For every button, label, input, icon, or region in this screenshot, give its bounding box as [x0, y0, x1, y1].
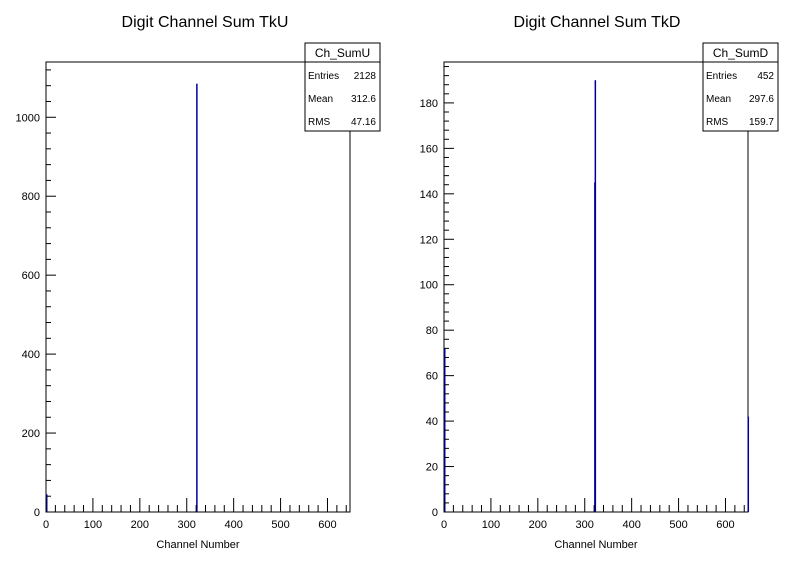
x-tick-label: 400 [622, 519, 640, 531]
stats-row-value: 297.6 [749, 94, 774, 105]
x-tick-label: 100 [84, 519, 102, 531]
y-tick-label: 120 [420, 234, 438, 246]
stats-row-value: 159.7 [749, 117, 774, 128]
x-axis-title: Channel Number [554, 539, 637, 551]
stats-row-value: 452 [757, 71, 774, 82]
y-tick-label: 160 [420, 143, 438, 155]
stats-row-label: RMS [706, 117, 729, 128]
plot-frame [45, 61, 351, 513]
stats-row-label: Mean [308, 94, 333, 105]
y-tick-label: 200 [22, 428, 40, 440]
y-tick-label: 0 [432, 507, 438, 519]
stats-row-value: 2128 [354, 71, 377, 82]
stats-row-label: Entries [308, 71, 339, 82]
x-tick-label: 300 [576, 519, 594, 531]
y-tick-label: 600 [22, 270, 40, 282]
histogram-bin-3 [594, 80, 597, 512]
x-tick-label: 500 [271, 519, 289, 531]
chart-title: Digit Channel Sum TkD [514, 14, 681, 31]
x-tick-label: 200 [529, 519, 547, 531]
y-tick-label: 1000 [16, 112, 40, 124]
histogram-bin-2 [196, 83, 198, 513]
x-axis-title: Channel Number [156, 539, 239, 551]
chart-title: Digit Channel Sum TkU [122, 14, 289, 31]
y-tick-label: 100 [420, 280, 438, 292]
x-tick-label: 600 [318, 519, 336, 531]
y-tick-label: 800 [22, 191, 40, 203]
stats-box [304, 42, 381, 132]
y-tick-label: 180 [420, 98, 438, 110]
x-tick-label: 300 [178, 519, 196, 531]
histogram-bin-1 [46, 494, 48, 512]
y-tick-label: 60 [426, 371, 438, 383]
x-tick-label: 600 [716, 519, 734, 531]
y-tick-label: 80 [426, 325, 438, 337]
histogram-pad-1: Digit Channel Sum TkU 0 100 200 300 400 500 600… [16, 14, 381, 551]
x-tick-label: 500 [669, 519, 687, 531]
stats-row-label: Entries [706, 71, 737, 82]
y-tick-label: 140 [420, 189, 438, 201]
y-tick-label: 400 [22, 349, 40, 361]
y-tick-label: 20 [426, 462, 438, 474]
stats-box [702, 42, 779, 132]
stats-row-value: 312.6 [351, 94, 376, 105]
x-tick-label: 400 [224, 519, 242, 531]
x-tick-label: 0 [441, 519, 447, 531]
x-tick-label: 0 [43, 519, 49, 531]
y-tick-label: 40 [426, 416, 438, 428]
stats-row-label: Mean [706, 94, 731, 105]
stats-name: Ch_SumD [713, 46, 769, 60]
x-tick-label: 100 [482, 519, 500, 531]
stats-row-label: RMS [308, 117, 331, 128]
histogram-bin-4 [747, 416, 750, 512]
stats-name: Ch_SumU [315, 46, 370, 60]
x-tick-label: 200 [131, 519, 149, 531]
stats-row-value: 47.16 [351, 117, 376, 128]
y-tick-label: 0 [34, 507, 40, 519]
